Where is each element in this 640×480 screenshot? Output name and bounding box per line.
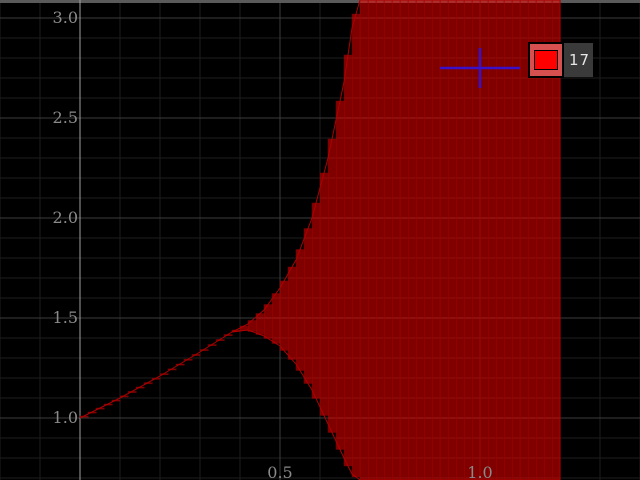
area-strip	[407, 0, 417, 480]
area-strip	[367, 0, 377, 480]
area-strip	[455, 0, 465, 480]
x-tick-label: 1.0	[467, 463, 492, 480]
area-strip	[343, 54, 353, 467]
y-tick-label: 3.0	[53, 8, 78, 27]
area-strip	[375, 0, 385, 480]
area-strip	[447, 0, 457, 480]
area-strip	[271, 293, 281, 344]
area-strip	[415, 0, 425, 480]
data-area	[79, 0, 561, 480]
area-outline	[79, 0, 561, 480]
area-strip	[287, 266, 297, 360]
y-tick-label: 2.0	[53, 208, 78, 227]
area-strip	[359, 0, 369, 480]
legend-color-button[interactable]	[528, 42, 564, 78]
area-strip	[351, 13, 361, 478]
area-strip	[263, 304, 273, 339]
tick-labels: 0.5 1.0 1.0 1.5 2.0 2.5 3.0	[53, 8, 493, 480]
area-strip	[383, 0, 393, 480]
area-strip	[255, 313, 265, 335]
area-strip	[335, 100, 345, 450]
area-strip	[439, 0, 449, 480]
area-strip	[487, 0, 497, 480]
legend: 17	[528, 42, 594, 78]
area-strip	[247, 320, 257, 332]
area-strip	[463, 0, 473, 480]
area-strip	[303, 228, 313, 384]
area-strip	[431, 0, 441, 480]
area-strip	[391, 0, 401, 480]
area-strip	[495, 0, 505, 480]
legend-label: 17	[564, 43, 594, 77]
y-tick-label: 1.5	[53, 308, 78, 327]
area-strip	[295, 249, 305, 371]
crosshair-cursor	[440, 48, 520, 88]
area-strip	[327, 138, 337, 433]
area-strip	[279, 280, 289, 351]
area-strip	[503, 0, 513, 480]
y-tick-label: 1.0	[53, 408, 78, 427]
y-tick-label: 2.5	[53, 108, 78, 127]
area-strip	[319, 172, 329, 416]
x-tick-label: 0.5	[267, 463, 292, 480]
area-strip	[311, 202, 321, 399]
area-strip	[399, 0, 409, 480]
legend-swatch	[534, 50, 558, 70]
area-strip	[423, 0, 433, 480]
area-strip	[511, 0, 521, 480]
